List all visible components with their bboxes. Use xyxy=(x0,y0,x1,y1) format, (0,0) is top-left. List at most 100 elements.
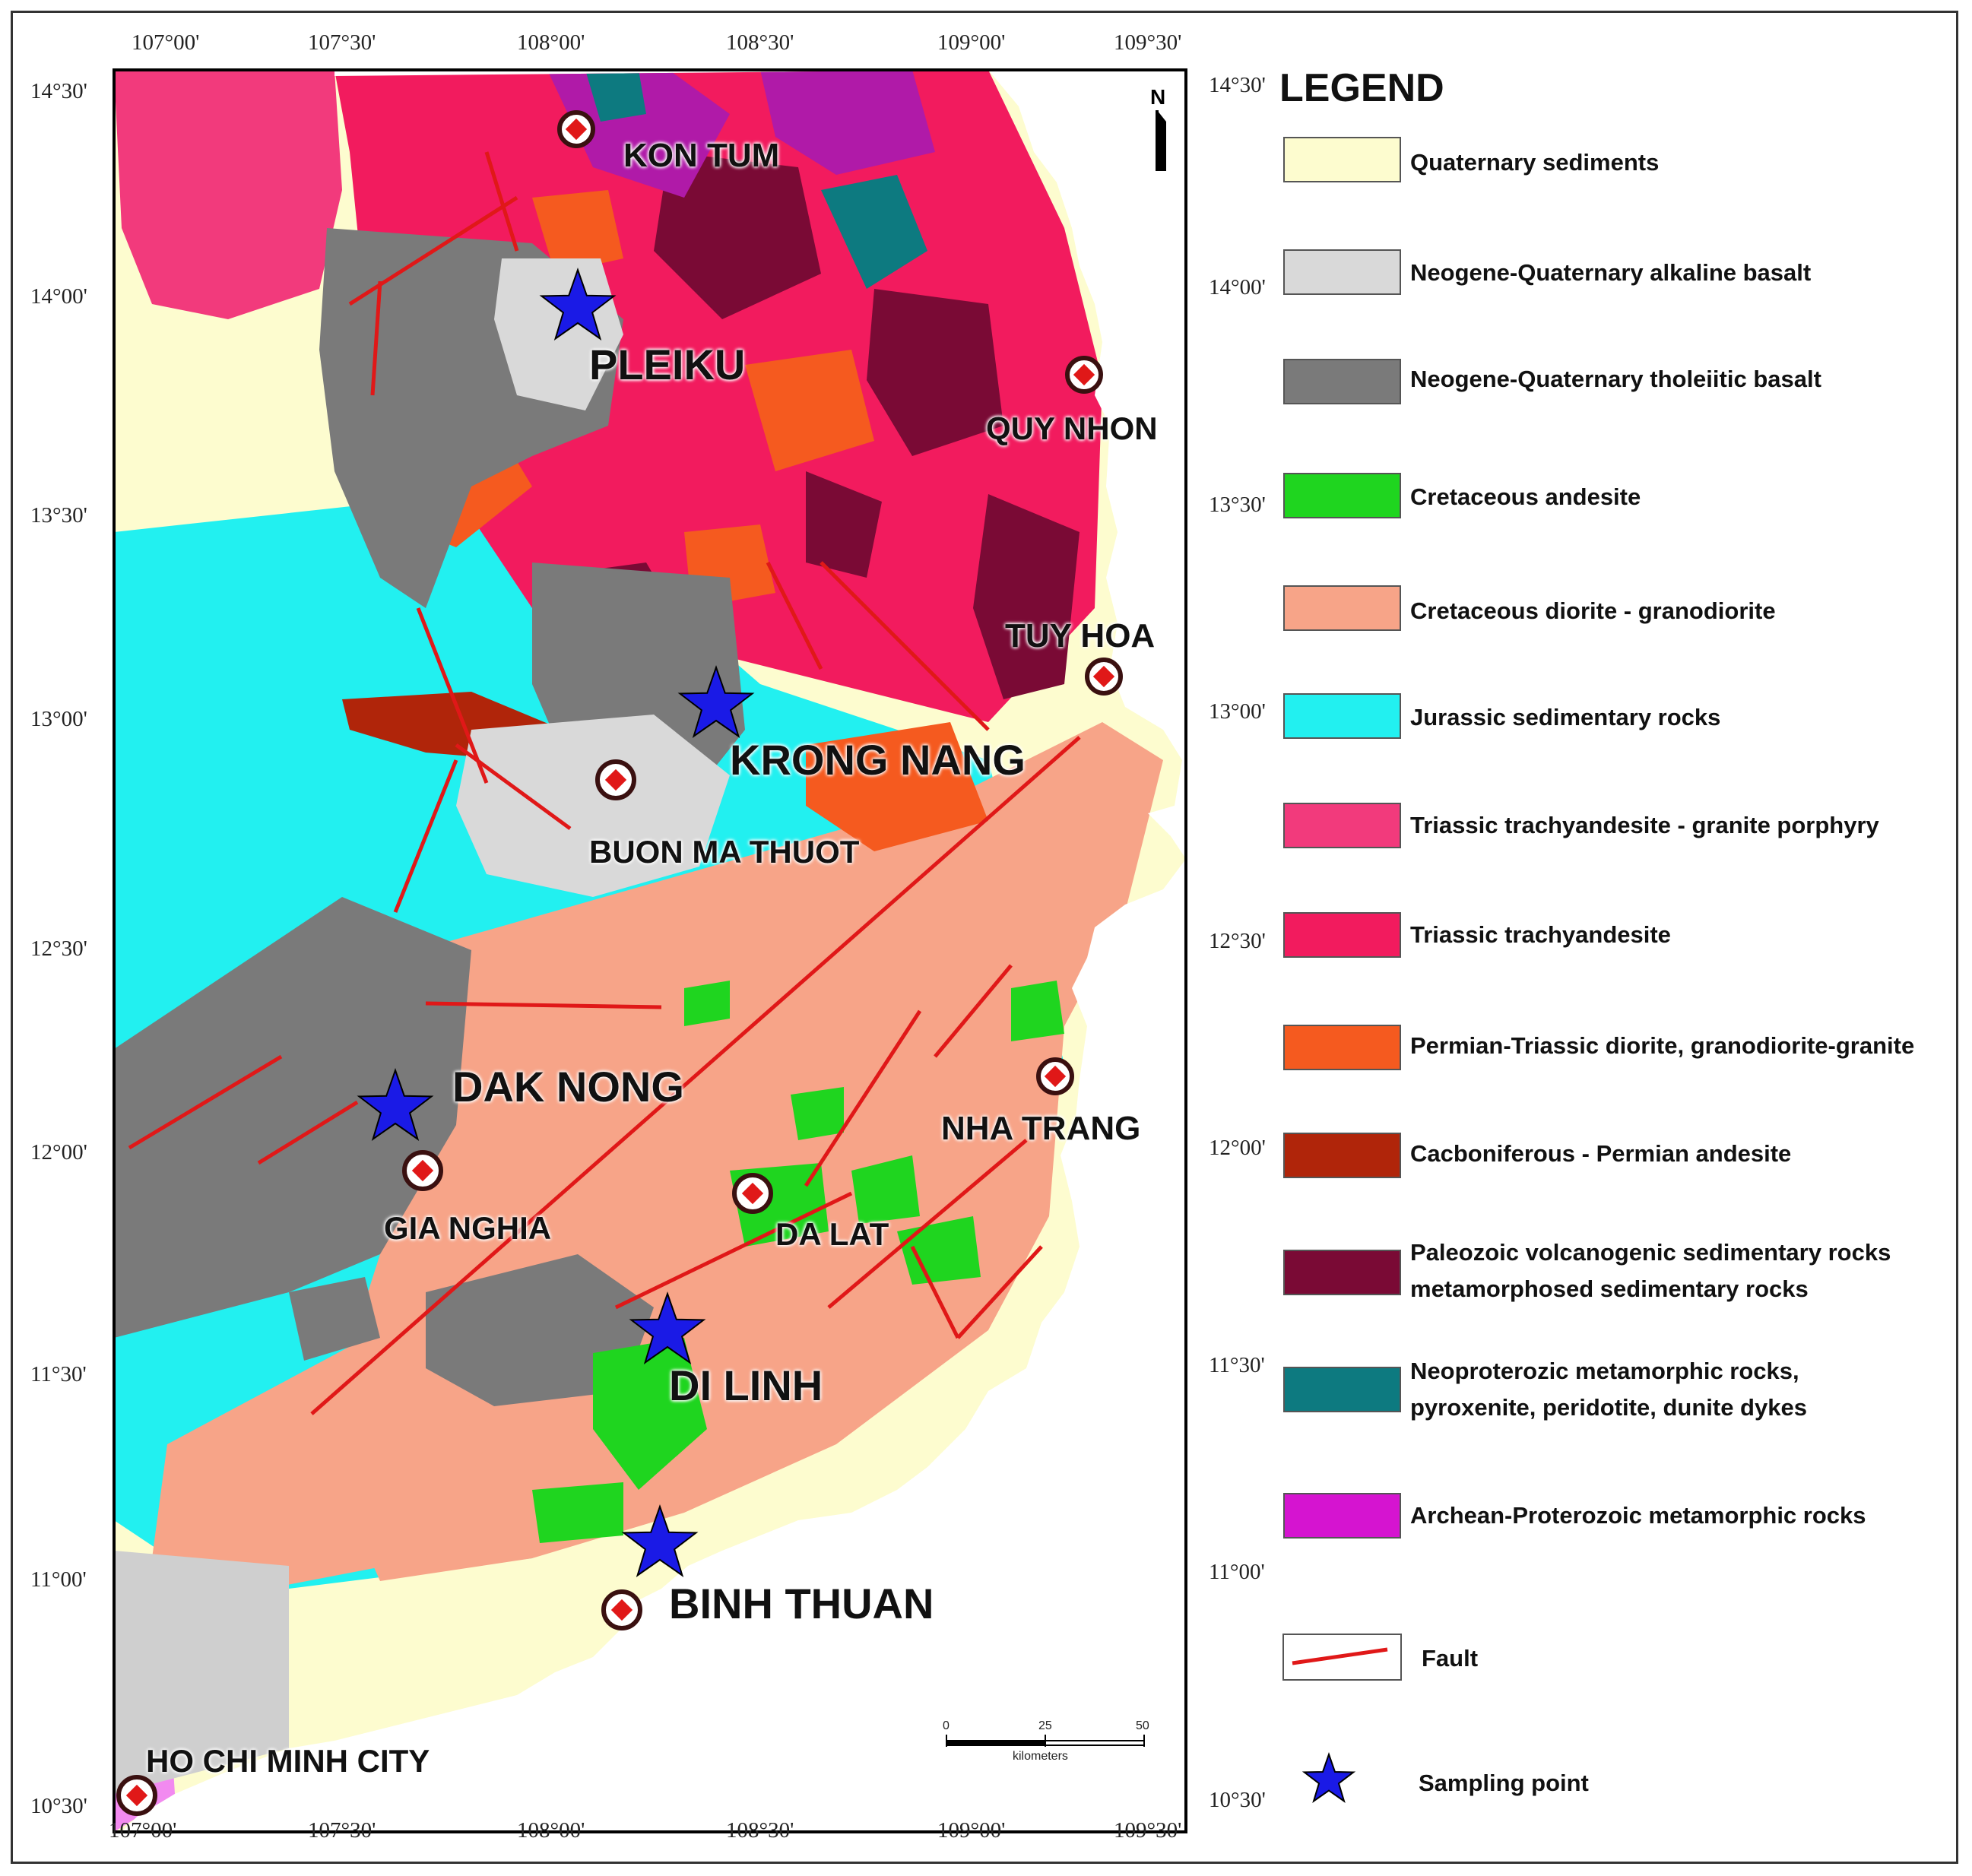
legend-label-quaternary-sediments: Quaternary sediments xyxy=(1410,149,1660,176)
lon-label-bottom: 108°00' xyxy=(517,1818,585,1843)
city-marker-kon-tum xyxy=(557,110,595,148)
lon-label-bottom: 107°00' xyxy=(109,1818,177,1843)
lat-label-left: 13°30' xyxy=(30,503,87,528)
legend-swatch-neoproterozoic xyxy=(1283,1367,1401,1412)
lon-label-bottom: 109°00' xyxy=(937,1818,1006,1843)
lat-label-right: 11°00' xyxy=(1209,1560,1265,1584)
lat-label-left: 10°30' xyxy=(30,1794,87,1818)
legend-label-neoproterozoic-line1: Neoproterozic metamorphic rocks, xyxy=(1410,1358,1799,1384)
lat-label-right: 13°00' xyxy=(1209,699,1266,724)
legend-swatch-carboniferous-permian xyxy=(1283,1133,1401,1178)
legend-label-archean-proterozoic: Archean-Proterozoic metamorphic rocks xyxy=(1410,1502,1866,1529)
city-marker-nha-trang xyxy=(1036,1057,1074,1095)
city-marker-quy-nhon xyxy=(1065,356,1103,394)
lon-label-top: 107°00' xyxy=(132,30,200,55)
lat-label-left: 13°00' xyxy=(30,707,87,731)
city-label-tuy-hoa: TUY HOA xyxy=(1005,617,1156,654)
scale-unit: kilometers xyxy=(1013,1750,1068,1763)
north-label: N xyxy=(1150,85,1166,109)
city-label-dak-nong: DAK NONG xyxy=(452,1063,684,1111)
lon-label-bottom: 109°30' xyxy=(1114,1818,1182,1843)
legend-swatch-paleozoic xyxy=(1283,1250,1401,1295)
city-label-buon-ma-thuot: BUON MA THUOT xyxy=(589,834,860,870)
north-arrow-icon xyxy=(1156,110,1166,171)
city-marker-binh-thuan xyxy=(601,1589,642,1630)
legend-label-sampling-point: Sampling point xyxy=(1419,1770,1589,1796)
lat-label-right: 12°30' xyxy=(1209,929,1266,953)
legend-swatch-permian-triassic xyxy=(1283,1025,1401,1070)
legend-label-triassic-trachyandesite: Triassic trachyandesite xyxy=(1410,921,1671,948)
lat-label-right: 11°30' xyxy=(1209,1353,1265,1377)
lat-label-left: 14°30' xyxy=(30,79,87,103)
lat-label-right: 10°30' xyxy=(1209,1788,1266,1812)
city-label-kon-tum: KON TUM xyxy=(623,137,780,174)
sampling-point-krong-nang xyxy=(677,664,755,738)
legend-swatch-cretaceous-andesite xyxy=(1283,473,1401,518)
city-marker-buon-ma-thuot xyxy=(595,759,636,800)
city-label-gia-nghia: GIA NGHIA xyxy=(384,1210,552,1246)
lat-label-left: 11°00' xyxy=(30,1567,87,1592)
sampling-point-dak-nong xyxy=(357,1067,434,1141)
city-label-binh-thuan: BINH THUAN xyxy=(669,1580,934,1627)
city-label-pleiku: PLEIKU xyxy=(589,341,746,388)
city-label-quy-nhon: QUY NHON xyxy=(986,410,1158,446)
scale-bar xyxy=(946,1735,1145,1747)
sampling-point-pleiku xyxy=(539,267,617,341)
lon-label-top: 109°00' xyxy=(937,30,1006,55)
legend-swatch-archean-proterozoic xyxy=(1283,1493,1401,1539)
lon-label-top: 107°30' xyxy=(308,30,376,55)
legend-label-cretaceous-andesite: Cretaceous andesite xyxy=(1410,483,1641,510)
scale-label-0: 0 xyxy=(943,1719,950,1732)
legend-label-cretaceous-diorite: Cretaceous diorite - granodiorite xyxy=(1410,597,1776,624)
scale-label-25: 25 xyxy=(1038,1719,1052,1732)
figure-frame xyxy=(11,11,1958,1864)
legend-fault-swatch xyxy=(1282,1634,1402,1681)
legend-label-paleozoic-line2: metamorphosed sedimentary rocks xyxy=(1410,1275,1809,1302)
city-label-krong-nang: KRONG NANG xyxy=(730,736,1026,784)
lat-label-left: 12°00' xyxy=(30,1140,87,1165)
legend-swatch-triassic-trachyandesite xyxy=(1283,912,1401,958)
legend-swatch-cretaceous-diorite xyxy=(1283,585,1401,631)
legend-label-fault: Fault xyxy=(1422,1645,1479,1672)
sampling-point-binh-thuan xyxy=(621,1504,699,1577)
lon-label-bottom: 108°30' xyxy=(726,1818,794,1843)
lat-label-left: 12°30' xyxy=(30,936,87,961)
legend-swatch-tholeiitic-basalt xyxy=(1283,359,1401,404)
lat-label-right: 14°30' xyxy=(1209,73,1266,97)
legend-star-icon xyxy=(1301,1751,1356,1803)
city-marker-ho-chi-minh-city xyxy=(116,1775,157,1816)
lon-label-top: 109°30' xyxy=(1114,30,1182,55)
city-label-ho-chi-minh-city: HO CHI MINH CITY xyxy=(146,1743,430,1779)
lon-label-top: 108°30' xyxy=(726,30,794,55)
city-label-da-lat: DA LAT xyxy=(775,1216,889,1252)
lat-label-right: 14°00' xyxy=(1209,275,1266,299)
sampling-point-di-linh xyxy=(629,1291,706,1364)
legend-swatch-quaternary-sediments xyxy=(1283,137,1401,182)
city-marker-gia-nghia xyxy=(402,1150,443,1191)
city-markers xyxy=(116,110,1123,1816)
lat-label-right: 13°30' xyxy=(1209,493,1266,517)
legend-label-neoproterozoic-line2: pyroxenite, peridotite, dunite dykes xyxy=(1410,1394,1807,1421)
city-label-di-linh: DI LINH xyxy=(669,1361,823,1409)
legend-swatch-triassic-porphyry xyxy=(1283,803,1401,848)
lon-label-bottom: 107°30' xyxy=(308,1818,376,1843)
city-marker-tuy-hoa xyxy=(1085,658,1123,696)
legend-swatch-alkaline-basalt xyxy=(1283,249,1401,295)
sampling-points xyxy=(357,267,755,1577)
lon-label-top: 108°00' xyxy=(517,30,585,55)
legend-label-jurassic-sedimentary: Jurassic sedimentary rocks xyxy=(1410,704,1721,730)
lat-label-left: 14°00' xyxy=(30,284,87,309)
legend-swatch-jurassic-sedimentary xyxy=(1283,693,1401,739)
legend-title: LEGEND xyxy=(1279,66,1444,110)
legend-label-permian-triassic: Permian-Triassic diorite, granodiorite-g… xyxy=(1410,1032,1915,1059)
lat-label-left: 11°30' xyxy=(30,1362,87,1386)
legend-label-alkaline-basalt: Neogene-Quaternary alkaline basalt xyxy=(1410,259,1812,286)
legend-label-paleozoic-line1: Paleozoic volcanogenic sedimentary rocks xyxy=(1410,1239,1891,1266)
legend-label-tholeiitic-basalt: Neogene-Quaternary tholeiitic basalt xyxy=(1410,366,1821,392)
legend-label-triassic-porphyry: Triassic trachyandesite - granite porphy… xyxy=(1410,812,1879,838)
legend-label-carboniferous-permian: Cacboniferous - Permian andesite xyxy=(1410,1140,1792,1167)
scale-label-50: 50 xyxy=(1136,1719,1149,1732)
city-marker-da-lat xyxy=(732,1173,773,1214)
city-label-nha-trang: NHA TRANG xyxy=(941,1110,1141,1147)
